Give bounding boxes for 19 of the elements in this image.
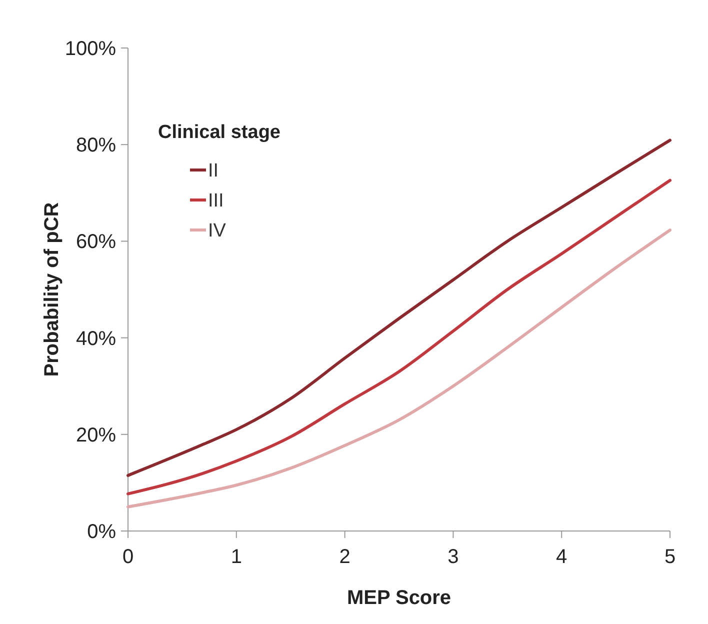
x-tick-label: 0 [122, 546, 134, 568]
y-axis-title: Probability of pCR [41, 202, 63, 377]
y-tick-label: 40% [76, 328, 116, 350]
y-tick-label: 100% [64, 38, 116, 60]
x-tick-label: 1 [230, 546, 242, 568]
y-tick-label: 60% [76, 231, 116, 254]
line-series [126, 178, 672, 496]
y-tick-label: 80% [76, 134, 116, 157]
x-tick-label: 2 [339, 546, 350, 568]
y-tick-label: 20% [76, 424, 116, 446]
legend-label: II [208, 160, 219, 182]
x-tick-label: 4 [556, 546, 568, 568]
x-tick-label: 3 [448, 546, 459, 568]
x-tick-label: 5 [664, 546, 676, 568]
y-tick-label: 0% [87, 521, 116, 543]
legend-label: III [208, 190, 224, 212]
legend-label: IV [208, 220, 226, 242]
legend-title: Clinical stage [158, 122, 280, 143]
x-axis-title: MEP Score [346, 587, 452, 609]
